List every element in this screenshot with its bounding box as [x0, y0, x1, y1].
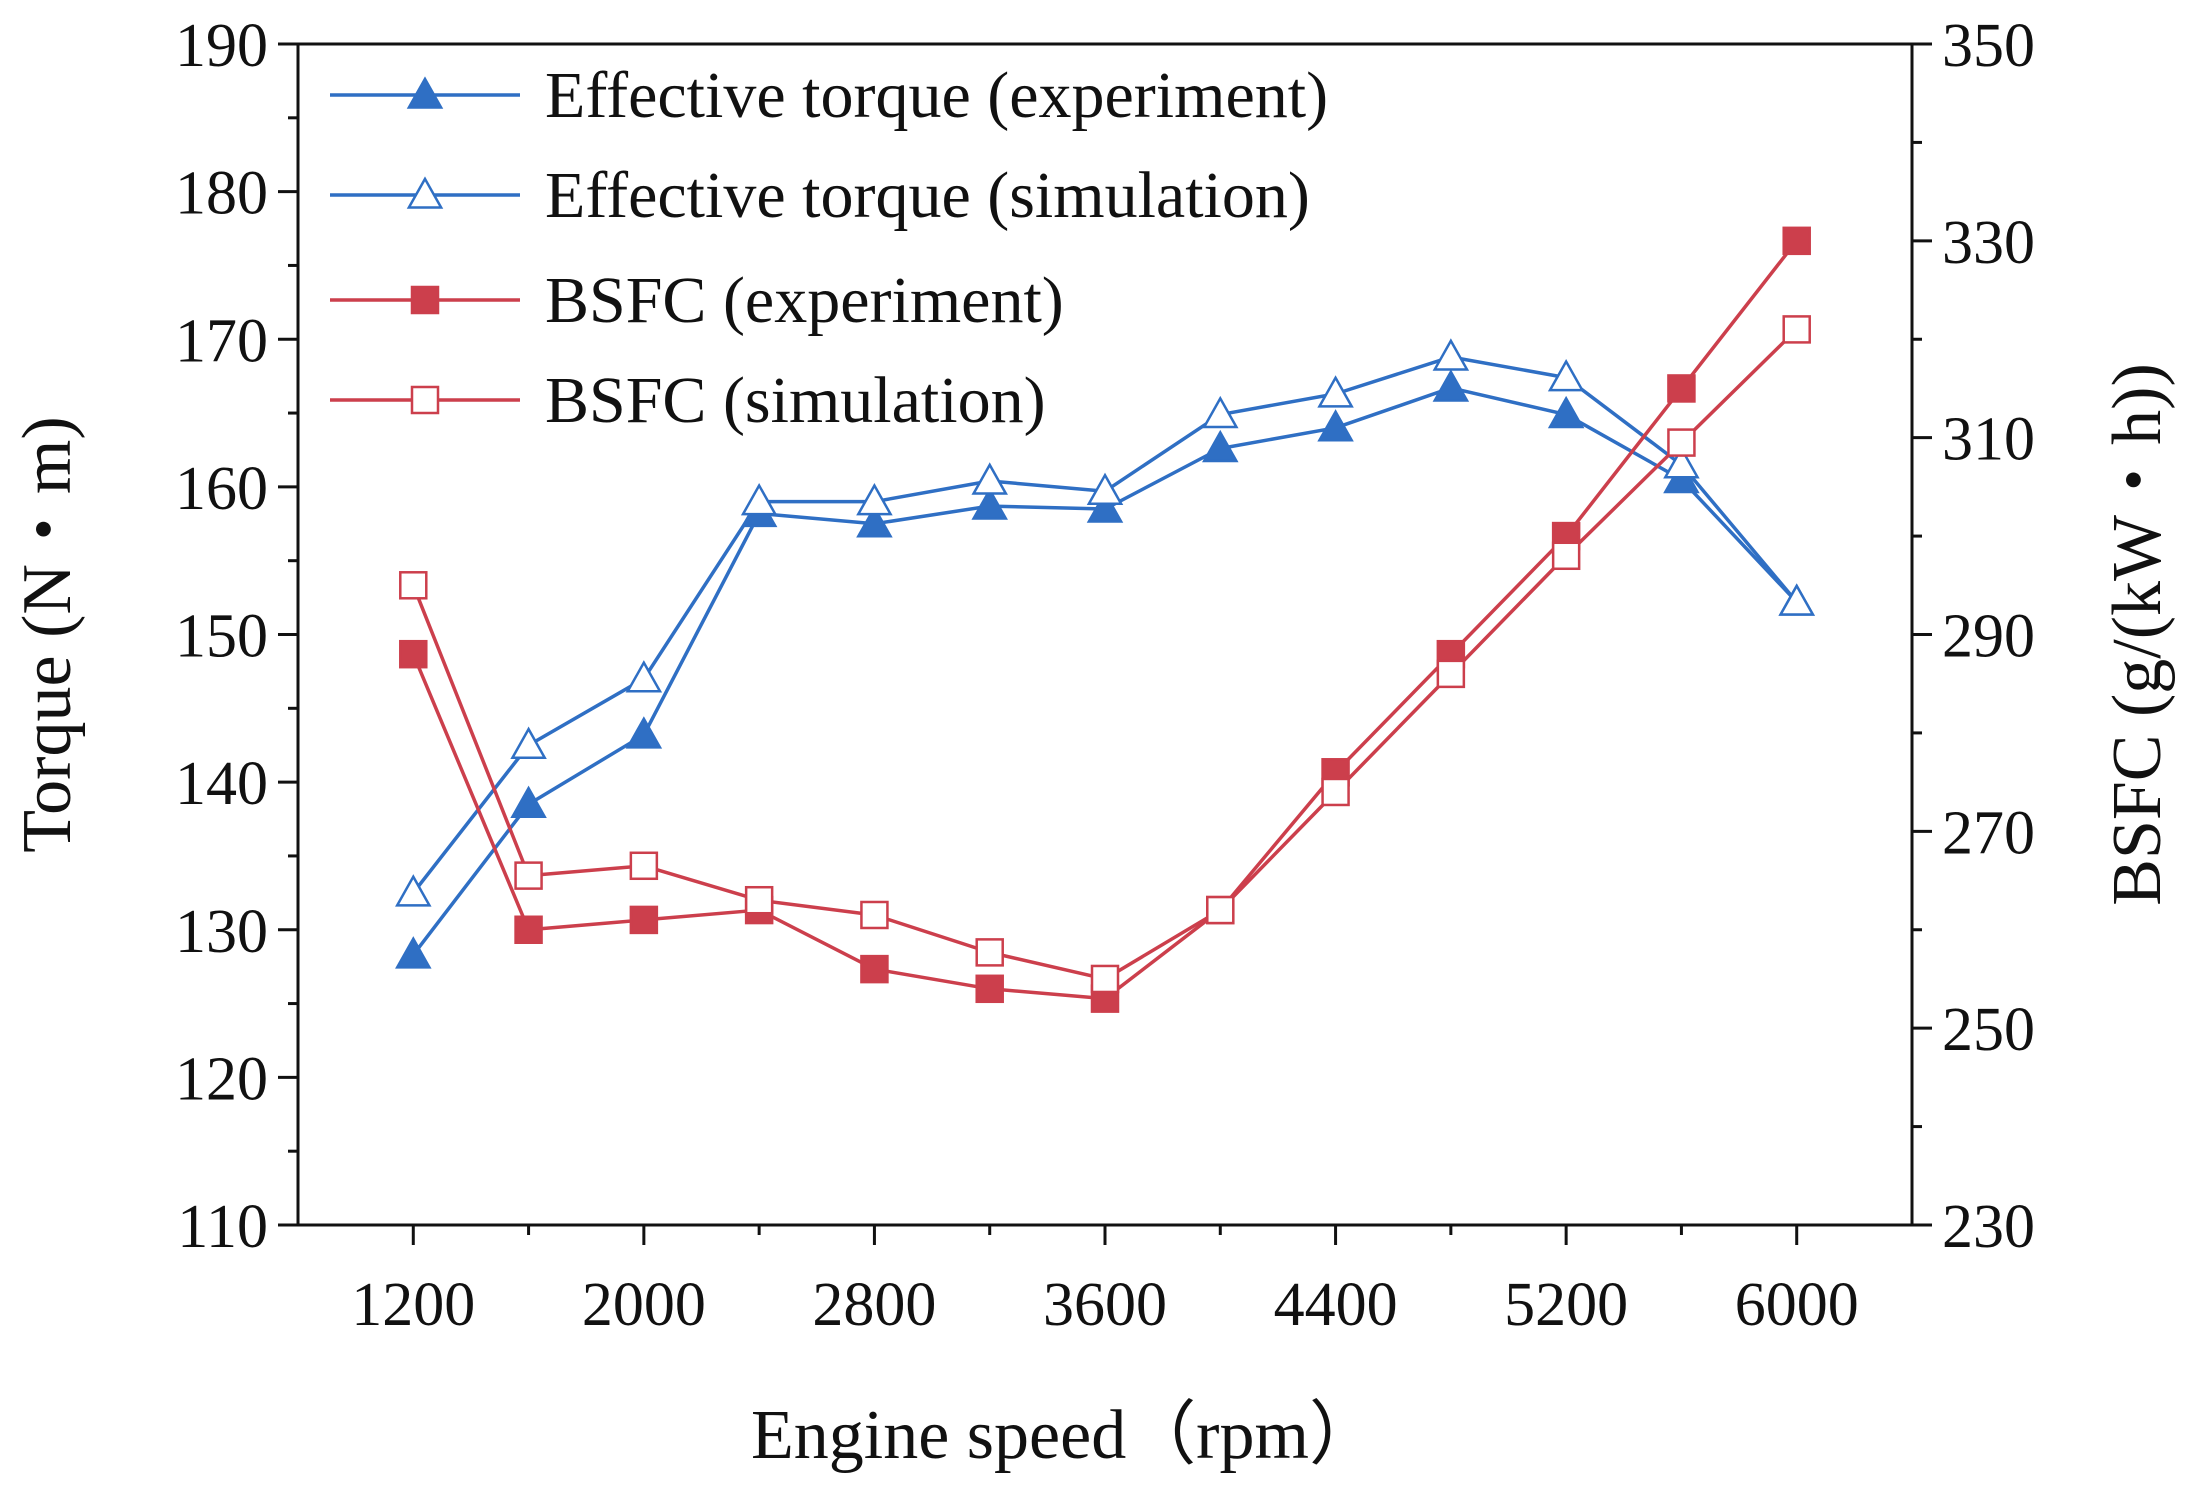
x-tick-label: 1200: [351, 1271, 475, 1339]
x-tick-label: 2000: [582, 1271, 706, 1339]
data-point: [856, 482, 893, 516]
legend-entry-1: Effective torque (experiment): [330, 59, 1328, 132]
data-point: [975, 938, 1004, 967]
legend-entry-2: Effective torque (simulation): [330, 159, 1310, 232]
data-point: [629, 905, 659, 935]
data-point: [1317, 375, 1354, 408]
data-point: [744, 885, 774, 915]
data-point: [395, 874, 432, 907]
data-point: [1778, 583, 1815, 616]
series-line: [411, 239, 1799, 1001]
y-right-axis-title: BSFC (g/(kW・h)): [2099, 363, 2176, 906]
legend-marker: [406, 76, 444, 109]
data-point: [1663, 446, 1700, 479]
series-layer: [395, 226, 1815, 1013]
legend-marker: [406, 176, 444, 209]
data-point: [1317, 409, 1354, 442]
series-3: [399, 226, 1811, 1013]
data-point: [1086, 490, 1124, 523]
y-left-tick-label: 170: [175, 307, 268, 375]
y-right-tick-label: 230: [1942, 1193, 2035, 1261]
data-point: [1321, 777, 1350, 807]
y-left-tick-label: 140: [175, 750, 268, 818]
x-tick-label: 4400: [1274, 1271, 1398, 1339]
legend: Effective torque (experiment) Effective t…: [330, 59, 1328, 437]
data-point: [399, 639, 428, 669]
data-point: [1432, 369, 1470, 402]
data-point: [1547, 358, 1585, 392]
y-left-tick-label: 160: [175, 455, 268, 523]
data-point: [514, 861, 543, 890]
axes: 1200 2000 2800 3600 4400 5200 6000 110 120 130 140…: [9, 12, 2176, 1474]
data-point: [395, 936, 432, 969]
legend-label: Effective torque (experiment): [545, 59, 1328, 132]
legend-entry-3: BSFC (experiment): [330, 264, 1064, 337]
y-left-tick-label: 180: [175, 160, 268, 228]
y-right-tick-label: 310: [1942, 406, 2035, 474]
data-point: [625, 716, 663, 749]
legend-marker: [410, 385, 440, 415]
y-left-tick-label: 120: [175, 1045, 268, 1113]
y-right-tick-label: 250: [1942, 996, 2035, 1064]
y-left-tick-label: 150: [175, 603, 268, 671]
data-point: [1086, 472, 1124, 506]
legend-label: BSFC (experiment): [545, 264, 1064, 337]
data-point: [1782, 226, 1811, 256]
data-point: [971, 462, 1008, 495]
data-point: [1547, 395, 1585, 429]
data-point: [975, 974, 1004, 1004]
legend-label: Effective torque (simulation): [545, 159, 1310, 232]
data-point: [399, 571, 428, 600]
data-point: [860, 954, 889, 984]
y-left-tick-label: 190: [175, 12, 268, 80]
x-tick-label: 3600: [1043, 1271, 1167, 1339]
data-point: [629, 851, 659, 881]
legend-marker: [410, 285, 440, 315]
data-point: [1667, 374, 1696, 403]
series-1: [395, 369, 1815, 969]
series-4: [399, 315, 1811, 994]
x-tick-label: 6000: [1735, 1271, 1859, 1339]
y-left-tick-label: 110: [177, 1193, 268, 1261]
y-right-tick-label: 330: [1942, 209, 2035, 277]
y-left-axis-title: Torque (N・m): [9, 416, 86, 852]
y-left-tick-label: 130: [175, 898, 268, 966]
data-point: [856, 505, 893, 538]
x-axis-title: Engine speed（rpm）: [751, 1397, 1379, 1474]
data-point: [514, 915, 543, 944]
data-point: [1202, 429, 1239, 463]
data-point: [1667, 428, 1696, 457]
y-right-tick-label: 290: [1942, 603, 2035, 671]
data-point: [1432, 338, 1470, 371]
legend-entry-4: BSFC (simulation): [330, 364, 1046, 437]
data-point: [740, 482, 778, 516]
y-right-tick-label: 350: [1942, 12, 2035, 80]
data-point: [625, 660, 663, 693]
data-point: [510, 726, 547, 759]
legend-label: BSFC (simulation): [545, 364, 1046, 437]
y-right-tick-label: 270: [1942, 799, 2035, 867]
data-point: [1206, 895, 1235, 925]
series-2: [395, 338, 1815, 907]
x-tick-label: 2800: [812, 1271, 936, 1339]
data-point: [1782, 315, 1811, 344]
x-tick-label: 5200: [1504, 1271, 1628, 1339]
data-point: [510, 785, 547, 818]
data-point: [1436, 659, 1466, 689]
series-line: [411, 355, 1799, 894]
data-point: [1202, 395, 1239, 429]
data-point: [971, 487, 1008, 520]
data-point: [1090, 964, 1120, 994]
data-point: [860, 900, 889, 930]
data-point: [1551, 541, 1581, 571]
